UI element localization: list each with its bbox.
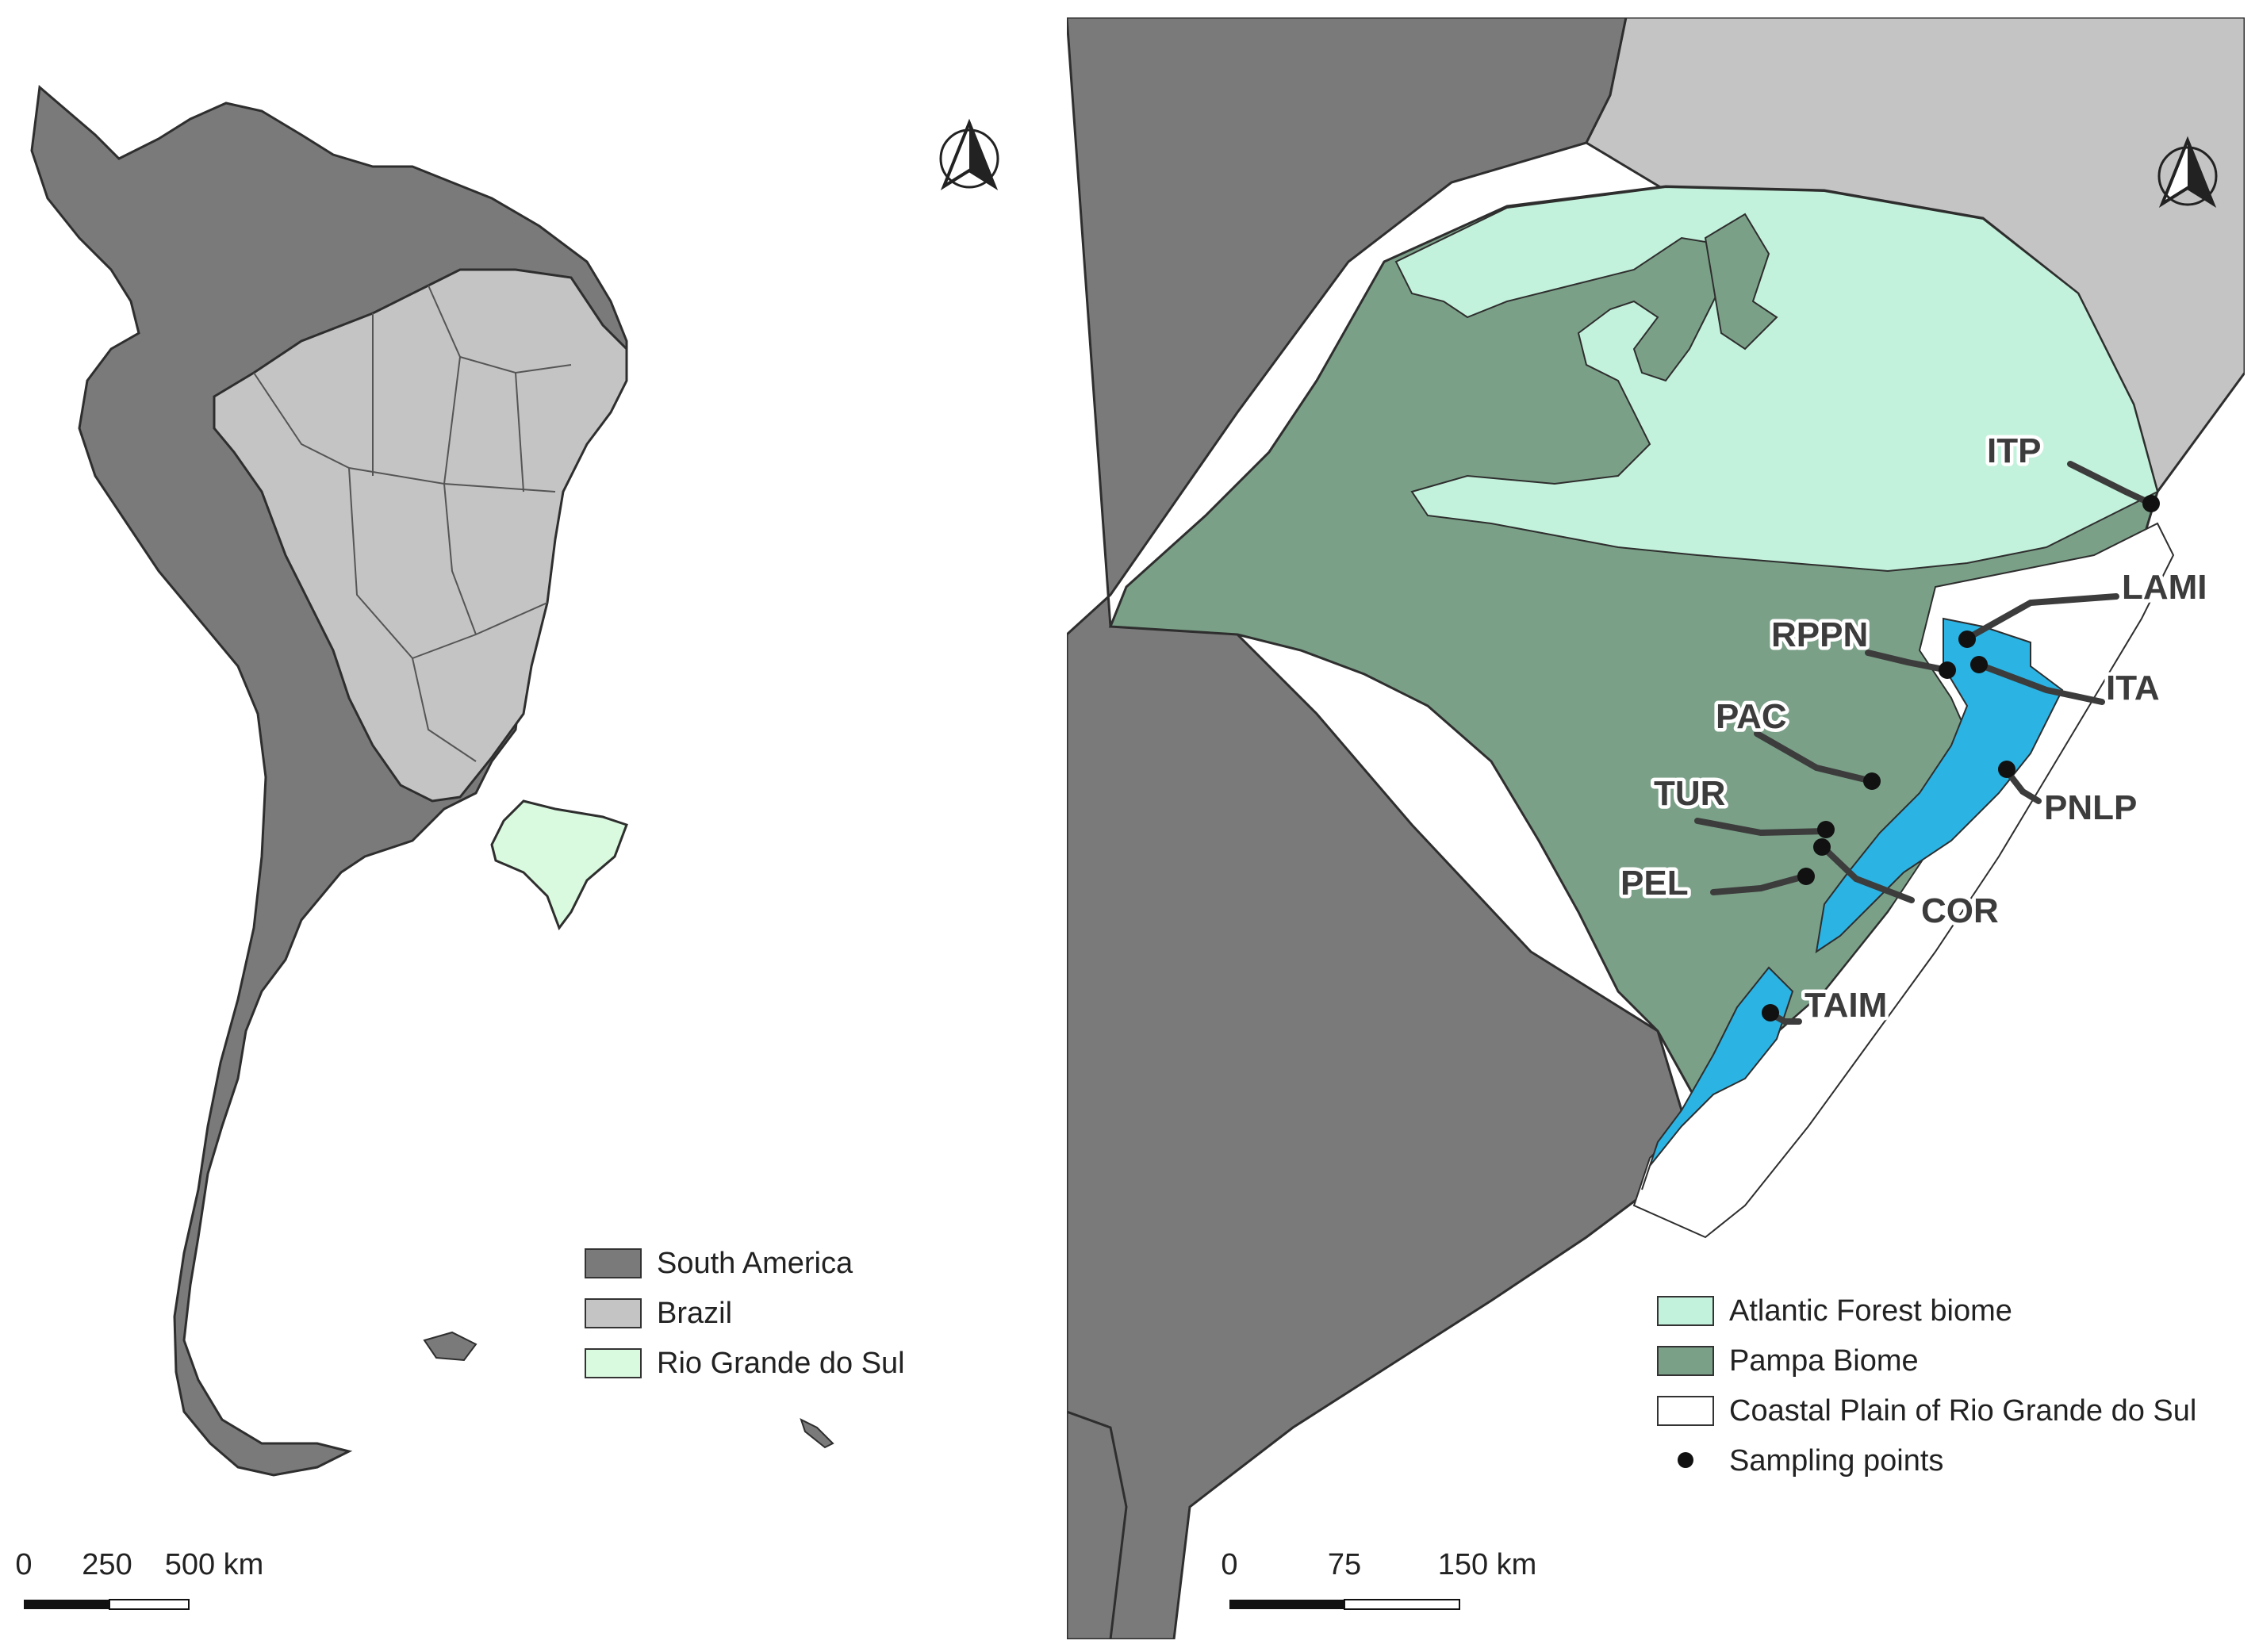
legend-item: South America <box>585 1247 853 1280</box>
leader-line <box>2004 768 2042 804</box>
leader-line <box>1754 730 1875 784</box>
sampling-point-label: PNLP <box>2044 788 2137 827</box>
south-georgia <box>800 1418 834 1449</box>
sampling-points: ITP LAMI RPPN ITA PAC PNLP TUR PEL COR <box>1617 428 2211 1029</box>
rio-grande-do-sul-highlight <box>490 799 628 931</box>
sampling-point-dot[interactable] <box>1939 661 1956 679</box>
legend-label: Rio Grande do Sul <box>657 1347 905 1380</box>
leader-line <box>1694 818 1828 837</box>
legend-label: Sampling points <box>1729 1444 1943 1478</box>
sampling-point-dot[interactable] <box>1813 838 1831 856</box>
sampling-point-dot[interactable] <box>1970 656 1988 673</box>
legend-item: Coastal Plain of Rio Grande do Sul <box>1657 1394 2196 1428</box>
scale-tick-0: 0 <box>1221 1548 1237 1581</box>
sampling-point-label: TAIM <box>1805 986 1887 1025</box>
legend-swatch <box>1657 1296 1714 1326</box>
north-arrow-icon <box>939 118 999 190</box>
sampling-point-dot[interactable] <box>2142 495 2160 512</box>
legend-item: Rio Grande do Sul <box>585 1347 905 1380</box>
leader-line <box>1865 650 1950 673</box>
lagoa-mirim <box>1641 966 1794 1190</box>
legend-item: Pampa Biome <box>1657 1344 1919 1378</box>
scale-tick-0: 0 <box>15 1548 32 1581</box>
sampling-point-dot[interactable] <box>1958 631 1976 648</box>
legend-label: South America <box>657 1247 853 1280</box>
sampling-point-label: RPPN <box>1771 615 1868 654</box>
neighbor-countries <box>1067 17 1683 1639</box>
rio-grande-do-sul-map <box>1067 17 2245 1639</box>
sampling-point-label: PAC <box>1716 697 1787 736</box>
leader-line <box>1710 873 1808 895</box>
leader-line <box>1964 593 2119 642</box>
sampling-point-label: ITP <box>1987 431 2041 470</box>
sampling-point-label: TUR <box>1654 774 1725 813</box>
scale-tick-1: 250 <box>82 1548 132 1581</box>
sampling-point-dot[interactable] <box>1817 821 1835 838</box>
leader-line <box>1820 844 1915 903</box>
lagoa-dos-patos <box>1815 617 2064 954</box>
legend-swatch <box>1657 1396 1714 1426</box>
legend-label: Brazil <box>657 1297 732 1330</box>
legend-label: Coastal Plain of Rio Grande do Sul <box>1729 1394 2196 1428</box>
left-map-legend: South America Brazil Rio Grande do Sul <box>585 1247 905 1380</box>
falkland-islands <box>423 1331 477 1362</box>
legend-swatch <box>585 1298 642 1328</box>
neighbor-lower <box>1067 1410 1128 1639</box>
north-arrow-icon <box>2157 136 2218 208</box>
sampling-point-label: PEL <box>1620 864 1689 903</box>
left-scale-bar: 0 250 500 km <box>15 1548 264 1610</box>
sampling-point-dot[interactable] <box>1762 1004 1779 1021</box>
sampling-point-dot[interactable] <box>1863 772 1881 790</box>
legend-swatch-dot <box>1678 1452 1693 1468</box>
legend-label: Pampa Biome <box>1729 1344 1919 1378</box>
right-map-legend: Atlantic Forest biome Pampa Biome Coastal … <box>1657 1294 2196 1478</box>
legend-item: Atlantic Forest biome <box>1657 1294 2012 1328</box>
legend-swatch <box>585 1248 642 1278</box>
legend-label: Atlantic Forest biome <box>1729 1294 2012 1328</box>
legend-item: Brazil <box>585 1297 732 1330</box>
sampling-point-dot[interactable] <box>1998 761 2015 778</box>
leader-line <box>1976 661 2105 705</box>
scale-tick-2: 500 km <box>165 1548 264 1581</box>
sampling-point-label: ITA <box>2106 669 2160 707</box>
legend-swatch <box>585 1348 642 1378</box>
sampling-point-label: COR <box>1921 891 1999 930</box>
sampling-point-dot[interactable] <box>1797 868 1815 885</box>
legend-item: Sampling points <box>1678 1444 1943 1478</box>
legend-swatch <box>1657 1346 1714 1376</box>
right-scale-bar: 0 75 150 km <box>1221 1548 1537 1610</box>
scale-tick-2: 150 km <box>1438 1548 1537 1581</box>
leader-line <box>2067 461 2154 507</box>
sampling-point-label: LAMI <box>2122 568 2207 607</box>
south-america-map <box>30 85 834 1477</box>
pampa-inlet <box>1704 213 1778 351</box>
scale-tick-1: 75 <box>1328 1548 1361 1581</box>
brazil-state-borders <box>253 285 572 762</box>
